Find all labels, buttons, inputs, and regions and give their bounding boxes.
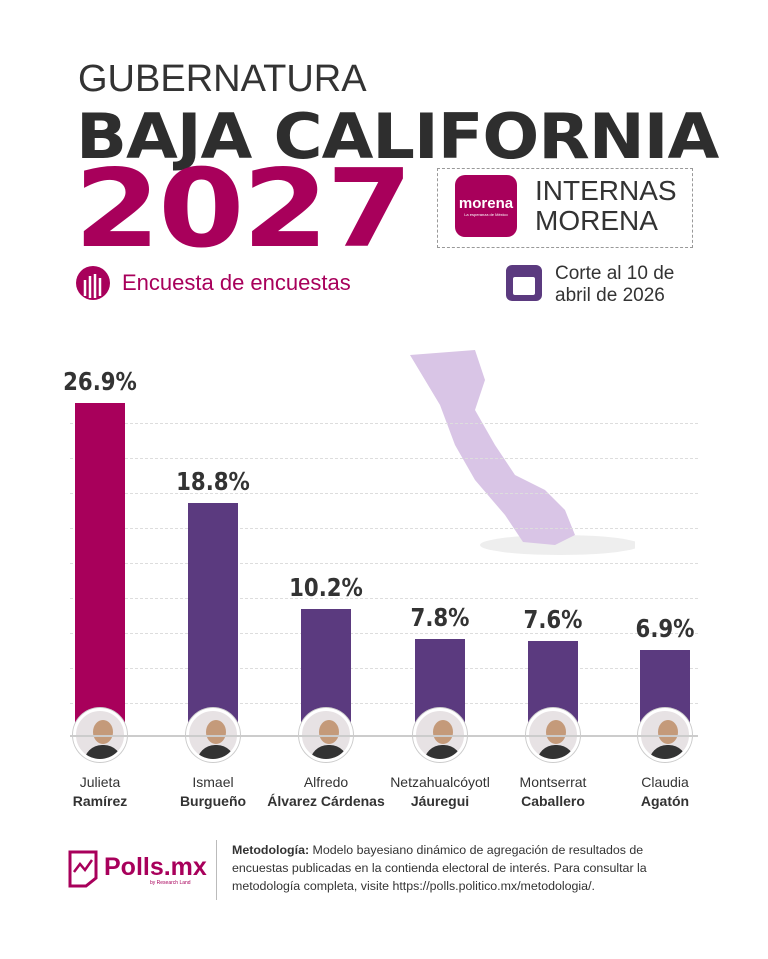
title-state: BAJA CALIFORNIA (76, 100, 719, 173)
last-name: Jáuregui (410, 793, 470, 809)
gridline (70, 528, 698, 529)
data-label: 7.6% (523, 605, 583, 635)
tick-label: Montserrat Caballero (483, 773, 623, 811)
data-label: 10.2% (289, 573, 363, 603)
methodology: Metodología: Modelo bayesiano dinámico d… (232, 843, 647, 893)
gridline (70, 493, 698, 494)
baseline (70, 735, 698, 737)
morena-logo: morena La esperanza de México (455, 175, 517, 237)
tick-label: Ismael Burgueño (143, 773, 283, 811)
polls-logo-icon (68, 850, 98, 888)
gridline (70, 598, 698, 599)
first-name: Montserrat (519, 774, 587, 790)
first-name: Netzahualcóyotl (390, 774, 490, 790)
data-label: 26.9% (63, 366, 137, 396)
tick-label: Claudia Agatón (595, 773, 735, 811)
last-name: Agatón (640, 793, 690, 809)
cutoff-date: Corte al 10 de abril de 2026 (555, 263, 675, 306)
baja-california-map-icon (410, 350, 635, 555)
gridline (70, 458, 698, 459)
last-name: Caballero (521, 793, 585, 809)
gridline (70, 703, 698, 704)
first-name: Ismael (192, 774, 234, 790)
bar (188, 502, 238, 735)
bar (75, 402, 125, 735)
gridline (70, 423, 698, 424)
bars-logo-icon (76, 266, 110, 300)
polls-brand-sub: by Research Land (150, 880, 191, 886)
tick-label: Netzahualcóyotl Jáuregui (370, 773, 510, 811)
tick-label: Julieta Ramírez (30, 773, 170, 811)
internas-label: INTERNAS MORENA (535, 175, 677, 236)
first-name: Claudia (641, 774, 689, 790)
last-name: Álvarez Cárdenas (267, 793, 385, 809)
gridline (70, 633, 698, 634)
gridline (70, 563, 698, 564)
title-gubernatura: GUBERNATURA (78, 58, 367, 100)
first-name: Alfredo (303, 774, 349, 790)
subtitle: Encuesta de encuestas (122, 270, 351, 295)
polls-brand: Polls.mx (104, 853, 207, 881)
last-name: Burgueño (179, 793, 247, 809)
data-label: 18.8% (176, 466, 250, 496)
tick-label: Alfredo Álvarez Cárdenas (256, 773, 396, 811)
title-year: 2027 (74, 147, 413, 272)
gridline (70, 668, 698, 669)
divider (216, 840, 217, 900)
internas-box (437, 168, 693, 248)
last-name: Ramírez (72, 793, 128, 809)
data-label: 6.9% (635, 613, 695, 643)
first-name: Julieta (79, 774, 121, 790)
data-label: 7.8% (410, 602, 470, 632)
calendar-icon (506, 265, 542, 301)
